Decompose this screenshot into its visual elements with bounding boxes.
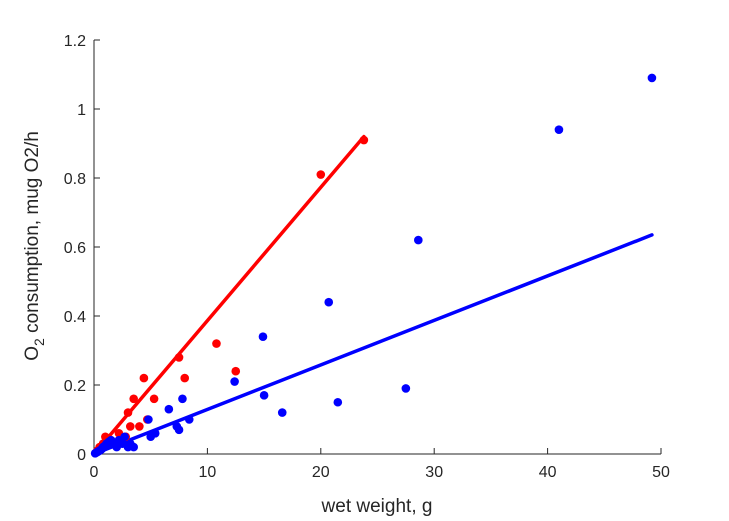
x-tick-label: 0 xyxy=(90,464,99,481)
y-tick-label: 0.2 xyxy=(64,378,86,395)
y-axis-label-prefix: O xyxy=(22,346,43,361)
data-point-series-1 xyxy=(174,353,184,362)
data-point-series-1 xyxy=(149,394,159,404)
y-tick-label: 0.8 xyxy=(64,171,86,188)
x-tick-label: 40 xyxy=(539,464,557,481)
data-point-series-1 xyxy=(180,373,190,383)
data-point-series-1 xyxy=(231,366,241,376)
data-point-series-2 xyxy=(184,415,194,424)
data-point-series-2 xyxy=(230,377,239,386)
data-point-series-1 xyxy=(135,422,144,431)
y-tick-label: 0.4 xyxy=(64,309,86,326)
data-point-series-2 xyxy=(401,384,411,393)
data-point-series-1 xyxy=(359,135,369,145)
data-point-series-2 xyxy=(120,432,129,442)
fit-line-series-1 xyxy=(92,134,366,456)
x-tick-label: 50 xyxy=(652,464,670,481)
data-point-series-2 xyxy=(414,235,423,245)
data-point-series-2 xyxy=(164,404,174,414)
x-axis-ticks: 0 10 20 30 40 50 xyxy=(90,448,670,481)
data-point-series-2 xyxy=(129,442,138,452)
data-point-series-2 xyxy=(324,297,334,307)
y-axis-ticks: 0 0.2 0.4 0.6 0.8 1 1.2 xyxy=(64,33,100,464)
fit-line-series-2 xyxy=(92,233,654,456)
data-point-series-2 xyxy=(174,425,184,435)
data-point-series-2 xyxy=(258,332,268,342)
data-point-series-1 xyxy=(125,422,135,431)
data-point-series-1 xyxy=(123,408,133,417)
data-point-series-2 xyxy=(554,125,564,134)
x-tick-label: 20 xyxy=(312,464,330,481)
y-tick-label: 0 xyxy=(77,447,86,464)
x-axis-label: wet weight, g xyxy=(321,496,433,517)
data-point-series-2 xyxy=(259,391,269,400)
y-axis-label-rest: consumption, mug O2/h xyxy=(22,131,43,338)
data-point-series-1 xyxy=(212,339,221,348)
fit-lines xyxy=(92,134,654,456)
y-tick-label: 1 xyxy=(77,102,86,119)
y-axis-label: O2 consumption, mug O2/h xyxy=(22,131,47,361)
data-point-series-2 xyxy=(150,429,160,438)
data-point-series-2 xyxy=(277,408,287,417)
x-tick-label: 30 xyxy=(425,464,443,481)
data-point-series-1 xyxy=(139,373,149,383)
data-point-series-1 xyxy=(129,394,138,404)
data-point-series-2 xyxy=(178,394,187,404)
y-tick-label: 1.2 xyxy=(64,33,86,50)
y-tick-label: 0.6 xyxy=(64,240,86,257)
y-axis-label-subscript: 2 xyxy=(31,338,47,346)
data-point-series-1 xyxy=(316,170,326,179)
data-point-series-2 xyxy=(144,415,153,424)
data-point-series-2 xyxy=(647,73,657,83)
x-tick-label: 10 xyxy=(199,464,217,481)
data-points xyxy=(90,73,657,458)
axes xyxy=(93,40,661,455)
data-point-series-2 xyxy=(333,397,343,407)
